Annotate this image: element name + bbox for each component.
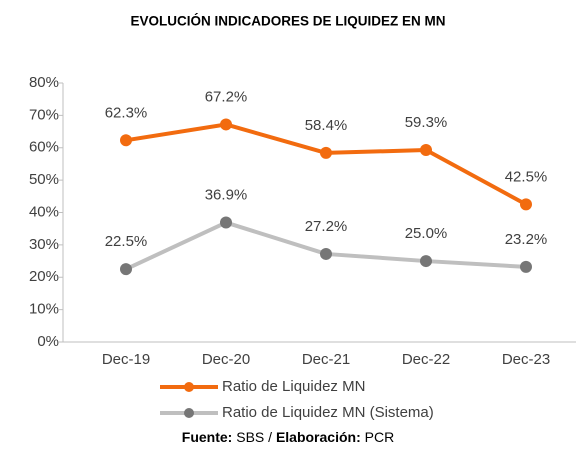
y-tick-label: 0% <box>37 333 59 350</box>
y-tick-label: 20% <box>29 268 59 285</box>
x-tick-label: Dec-23 <box>502 351 550 368</box>
data-label: 58.4% <box>305 117 348 134</box>
legend-label: Ratio de Liquidez MN <box>222 378 365 395</box>
y-tick-label: 60% <box>29 139 59 156</box>
data-point <box>320 247 332 260</box>
data-label: 36.9% <box>205 187 248 204</box>
footer-credit-label: Elaboración: <box>276 429 361 445</box>
y-tick-label: 70% <box>29 106 59 123</box>
data-point <box>220 216 232 229</box>
data-label: 59.3% <box>405 114 448 131</box>
legend-marker <box>184 382 194 392</box>
y-tick-label: 40% <box>29 203 59 220</box>
y-tick-label: 30% <box>29 236 59 253</box>
data-label: 27.2% <box>305 218 348 235</box>
data-point <box>420 255 432 268</box>
y-tick-label: 10% <box>29 301 59 318</box>
data-label: 42.5% <box>505 168 548 185</box>
y-tick-label: 80% <box>29 74 59 91</box>
data-label: 23.2% <box>505 231 548 248</box>
footer-source-label: Fuente: <box>182 429 233 445</box>
data-point <box>120 134 132 147</box>
x-tick-label: Dec-22 <box>402 351 450 368</box>
legend-marker <box>184 408 194 418</box>
data-point <box>320 146 332 159</box>
data-point <box>520 260 532 273</box>
data-label: 25.0% <box>405 225 448 242</box>
footer-credit: PCR <box>361 429 394 445</box>
data-point <box>120 263 132 276</box>
chart-title: EVOLUCIÓN INDICADORES DE LIQUIDEZ EN MN <box>130 14 445 29</box>
footer-source: SBS / <box>232 429 276 445</box>
data-point <box>520 198 532 211</box>
data-point <box>220 118 232 131</box>
x-tick-label: Dec-19 <box>102 351 150 368</box>
data-label: 62.3% <box>105 104 148 121</box>
footer: Fuente: SBS / Elaboración: PCR <box>182 429 394 445</box>
x-tick-label: Dec-20 <box>202 351 250 368</box>
data-point <box>420 144 432 157</box>
y-tick-label: 50% <box>29 171 59 188</box>
data-label: 67.2% <box>205 88 248 105</box>
legend-label: Ratio de Liquidez MN (Sistema) <box>222 404 434 421</box>
x-tick-label: Dec-21 <box>302 351 350 368</box>
data-label: 22.5% <box>105 233 148 250</box>
